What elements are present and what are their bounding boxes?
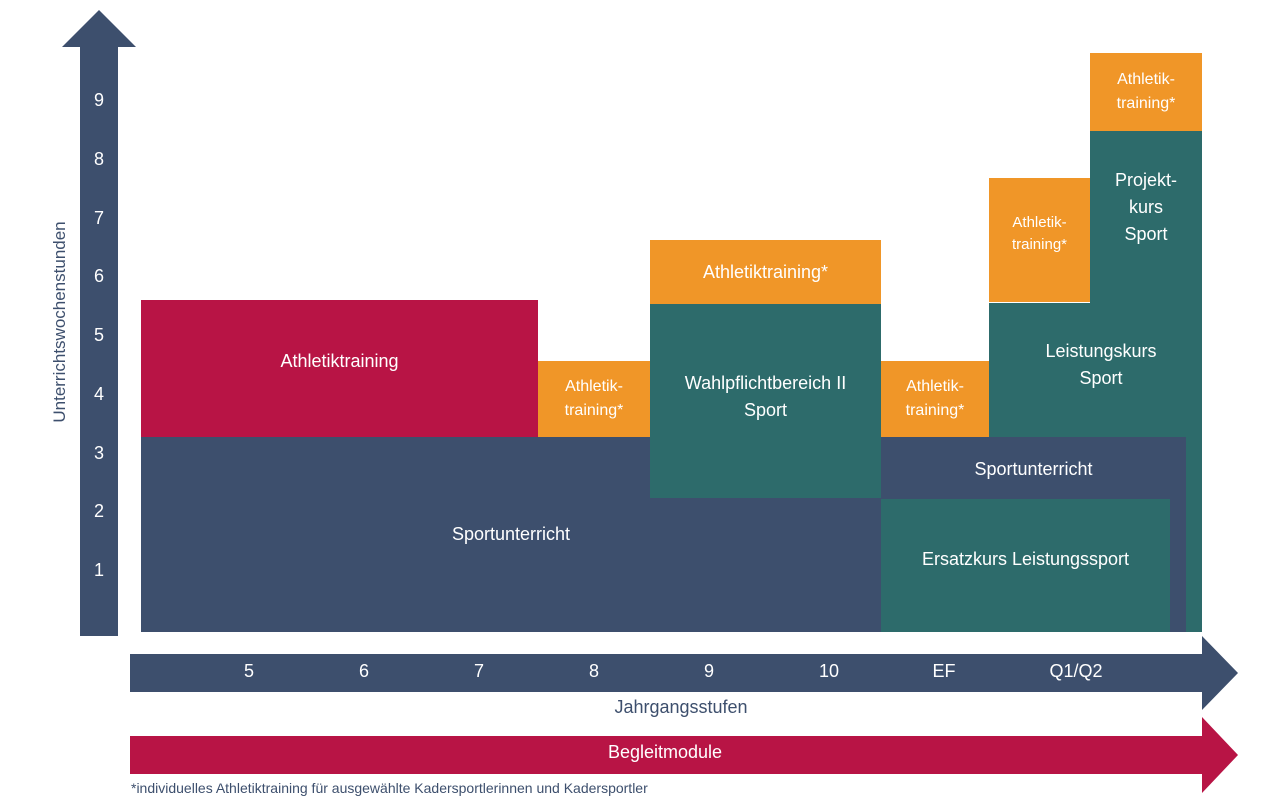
y-tick-5: 5	[93, 325, 104, 345]
x-tick-6: 6	[358, 661, 369, 681]
block-leistungskurs-bg	[989, 303, 1090, 437]
y-tick-6: 6	[93, 266, 104, 286]
block-athletiktraining-q2: Athletik- training*	[1090, 53, 1202, 131]
block-projektkurs: Projekt- kurs Sport	[1114, 169, 1177, 244]
y-tick-7: 7	[93, 208, 104, 228]
y-axis-label: Unterrichtswochenstunden	[50, 221, 69, 423]
block-ersatzkurs: Ersatzkurs Leistungssport	[881, 499, 1170, 632]
begleitmodule-arrow	[130, 717, 1238, 793]
block-athletiktraining-8: Athletik- training*	[538, 361, 650, 437]
block-leistungskurs: Leistungskurs Sport	[1045, 341, 1157, 388]
x-tick-10: 10	[818, 661, 840, 681]
block-athletiktraining-9-10: Athletiktraining*	[650, 240, 881, 304]
x-tick-5: 5	[243, 661, 254, 681]
y-axis-arrow	[62, 10, 136, 636]
x-axis-label: Jahrgangsstufen	[614, 697, 748, 717]
y-tick-4: 4	[93, 384, 104, 404]
block-athletiktraining-5-7: Athletiktraining	[141, 300, 538, 437]
x-tick-8: 8	[588, 661, 599, 681]
y-tick-9: 9	[93, 90, 104, 110]
y-tick-1: 1	[93, 560, 104, 580]
begleitmodule-label: Begleitmodule	[607, 742, 723, 762]
x-tick-9: 9	[703, 661, 714, 681]
footnote: *individuelles Athletiktraining für ausg…	[131, 780, 648, 796]
block-projektkurs-bg	[1090, 131, 1202, 437]
x-tick-ef: EF	[932, 661, 956, 681]
x-tick-q1q2: Q1/Q2	[1049, 661, 1103, 681]
block-q2-side	[1186, 437, 1202, 632]
block-athletiktraining-q1: Athletik- training*	[989, 178, 1090, 302]
block-athletiktraining-ef: Athletik- training*	[881, 361, 989, 437]
block-wahlpflichtbereich: Wahlpflichtbereich II Sport	[650, 304, 881, 498]
y-tick-3: 3	[93, 443, 104, 463]
x-tick-7: 7	[473, 661, 484, 681]
y-tick-8: 8	[93, 149, 104, 169]
y-tick-2: 2	[93, 501, 104, 521]
x-axis-arrow	[130, 636, 1238, 710]
